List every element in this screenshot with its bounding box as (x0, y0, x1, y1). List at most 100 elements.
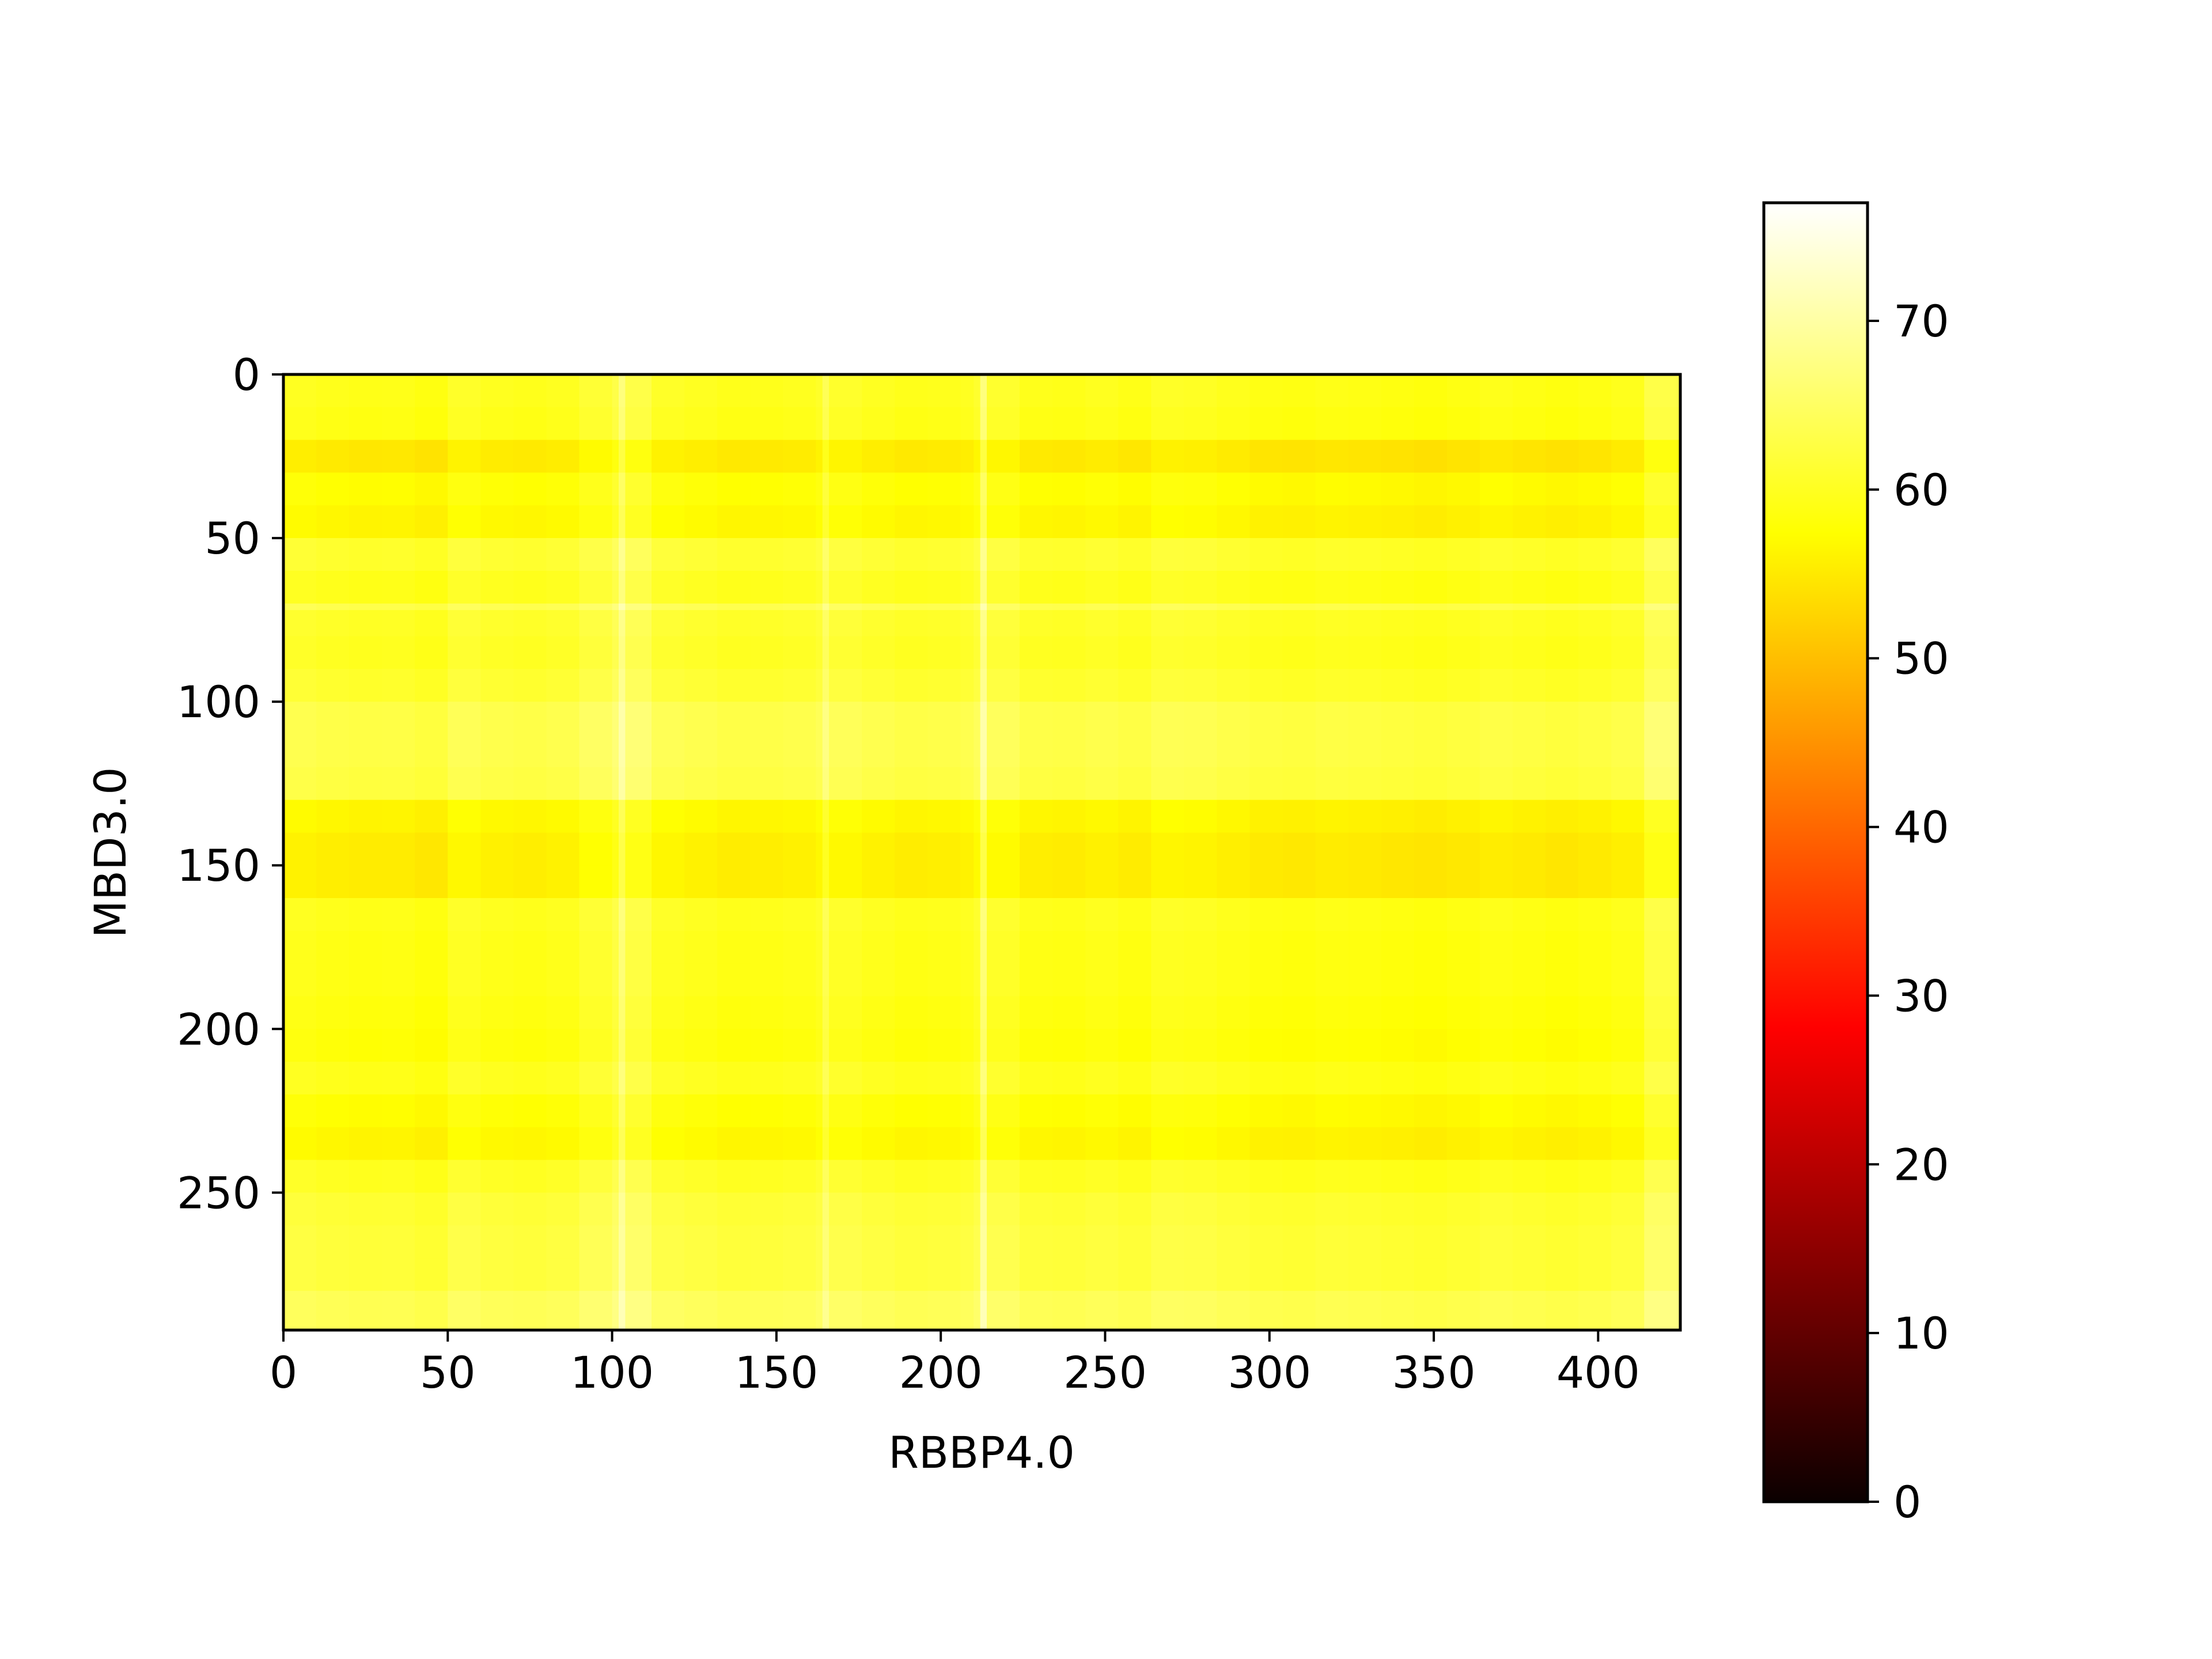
heatmap-cell (987, 472, 1020, 506)
heatmap-cell (1479, 898, 1513, 931)
heatmap-cell (513, 898, 547, 931)
heatmap-cell (1348, 702, 1382, 735)
heatmap-cell (1052, 636, 1086, 669)
heatmap-cell (652, 1127, 685, 1161)
heatmap-cell (829, 702, 862, 735)
heatmap-cell (1184, 1192, 1218, 1226)
heatmap-cell (349, 1290, 382, 1331)
heatmap-cell (862, 832, 895, 866)
heatmap-cell (480, 898, 514, 931)
heatmap-cell (1348, 1290, 1382, 1331)
heatmap-cell (816, 407, 823, 441)
heatmap-cell (316, 963, 350, 997)
heatmap-cell (980, 538, 987, 571)
heatmap-cell (895, 865, 928, 899)
heatmap-cell (684, 996, 718, 1029)
heatmap-cell (546, 440, 580, 474)
heatmap-cell (579, 407, 613, 441)
heatmap-cell (612, 1258, 619, 1291)
heatmap-cell (283, 800, 317, 834)
heatmap-cell (546, 800, 580, 834)
heatmap-cell (1348, 1160, 1382, 1193)
heatmap-cell (382, 800, 415, 834)
heatmap-cell (1381, 767, 1415, 801)
heatmap-cell (717, 440, 751, 474)
heatmap-cell (684, 669, 718, 702)
heatmap-cell (1184, 669, 1218, 702)
heatmap-cell (546, 1094, 580, 1128)
heatmap-cell (316, 996, 350, 1029)
heatmap-cell (1578, 505, 1612, 539)
heatmap-cell (652, 767, 685, 801)
heatmap-cell (1217, 1127, 1251, 1161)
heatmap-cell (546, 1192, 580, 1226)
heatmap-cell (1217, 610, 1251, 637)
heatmap-cell (987, 963, 1020, 997)
heatmap-cell (480, 1160, 514, 1193)
heatmap-cell (625, 734, 652, 768)
heatmap-cell (612, 963, 619, 997)
heatmap-cell (316, 636, 350, 669)
heatmap-cell (1282, 407, 1316, 441)
heatmap-cell (960, 1029, 974, 1062)
heatmap-cell (1348, 1225, 1382, 1259)
heatmap-cell (684, 1290, 718, 1331)
heatmap-cell (316, 1029, 350, 1062)
heatmap-cell (1085, 1062, 1119, 1095)
heatmap-cell (862, 1094, 895, 1128)
heatmap-cell (1118, 996, 1152, 1029)
heatmap-cell (1118, 636, 1152, 669)
heatmap-cell (619, 440, 626, 474)
heatmap-cell (1546, 374, 1579, 408)
heatmap-cell (448, 669, 481, 702)
heatmap-cell (1085, 963, 1119, 997)
heatmap-cell (862, 1192, 895, 1226)
heatmap-cell (546, 374, 580, 408)
heatmap-cell (783, 1192, 816, 1226)
heatmap-cell (717, 1160, 751, 1193)
heatmap-cell (1282, 440, 1316, 474)
heatmap-cell (316, 734, 350, 768)
heatmap-cell (974, 1062, 981, 1095)
heatmap-cell (987, 570, 1020, 604)
heatmap-cell (1611, 767, 1645, 801)
heatmap-cell (1414, 570, 1448, 604)
heatmap-cell (829, 832, 862, 866)
heatmap-cell (974, 800, 981, 834)
heatmap-cell (684, 1062, 718, 1095)
heatmap-cell (980, 767, 987, 801)
heatmap-cell (1184, 610, 1218, 637)
heatmap-cell (1020, 734, 1053, 768)
colorbar-axis: 0 10 20 30 40 50 60 70 (1868, 296, 1949, 1528)
heatmap-cell (862, 963, 895, 997)
heatmap-cell (822, 800, 830, 834)
heatmap-cell (684, 865, 718, 899)
heatmap-cell (1085, 1225, 1119, 1259)
x-tick-label: 200 (899, 1347, 983, 1398)
heatmap-cell (987, 1127, 1020, 1161)
heatmap-cell (1446, 538, 1480, 571)
heatmap-cell (546, 767, 580, 801)
heatmap-cell (895, 1225, 928, 1259)
heatmap-cell (960, 1192, 974, 1226)
plot-area-frame (282, 373, 1682, 1332)
y-tick-label: 150 (177, 840, 260, 891)
y-tick-label: 50 (204, 513, 260, 564)
heatmap-cell (1381, 898, 1415, 931)
heatmap-cell (1249, 1258, 1283, 1291)
heatmap-cell (349, 1225, 382, 1259)
heatmap-cell (783, 440, 816, 474)
heatmap-cell (1085, 1160, 1119, 1193)
heatmap-cell (415, 610, 448, 637)
heatmap-cell (717, 1062, 751, 1095)
heatmap-cell (1282, 1290, 1316, 1331)
heatmap-cell (1249, 865, 1283, 899)
heatmap-cell (448, 702, 481, 735)
heatmap-cell (652, 636, 685, 669)
heatmap-cell (1644, 767, 1681, 801)
heatmap-cell (1446, 1094, 1480, 1128)
heatmap-cell (960, 538, 974, 571)
heatmap-cell (1085, 603, 1119, 611)
heatmap-cell (1414, 407, 1448, 441)
heatmap-cell (822, 505, 830, 539)
